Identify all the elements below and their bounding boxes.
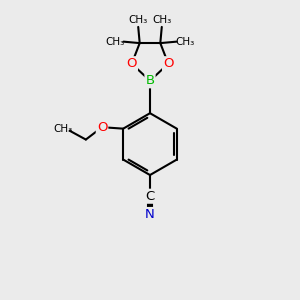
Text: CH₃: CH₃ [129, 15, 148, 26]
Text: O: O [163, 57, 173, 70]
Text: N: N [145, 208, 155, 221]
Text: B: B [146, 74, 154, 87]
Text: O: O [127, 57, 137, 70]
Text: CH₃: CH₃ [175, 37, 194, 46]
Text: CH₃: CH₃ [53, 124, 73, 134]
Text: CH₃: CH₃ [152, 15, 171, 26]
Text: CH₃: CH₃ [106, 37, 125, 46]
Text: C: C [146, 190, 154, 203]
Text: O: O [97, 121, 107, 134]
